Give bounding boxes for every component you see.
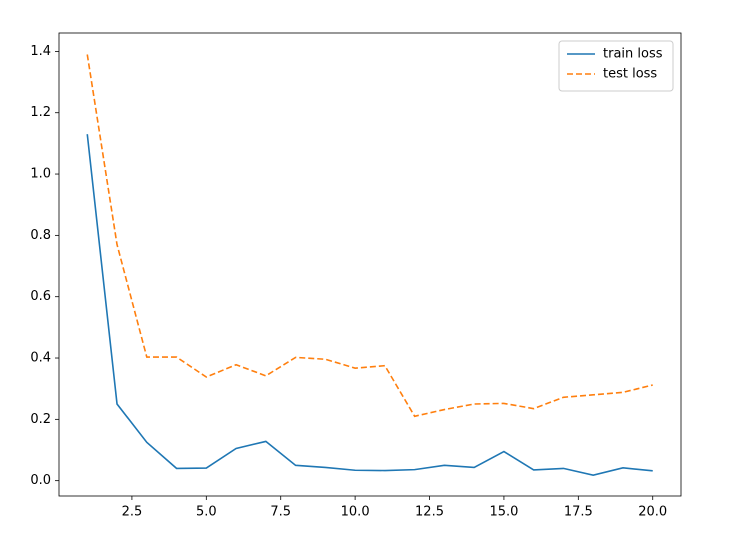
y-tick-label: 1.0 — [30, 167, 51, 182]
y-tick-label: 1.2 — [30, 105, 51, 120]
y-tick-label: 0.6 — [30, 289, 51, 304]
y-tick-label: 0.8 — [30, 228, 51, 243]
series-line — [86, 134, 653, 476]
y-tick-label: 0.4 — [30, 351, 51, 366]
x-tick-label: 10.0 — [341, 505, 370, 520]
y-tick-label: 1.4 — [30, 44, 51, 59]
plot-frame — [58, 32, 682, 497]
y-tick-label: 0.2 — [30, 412, 51, 427]
x-tick-label: 12.5 — [415, 505, 444, 520]
x-tick-label: 17.5 — [564, 505, 593, 520]
series-line — [86, 54, 653, 418]
x-tick-label: 15.0 — [489, 505, 518, 520]
legend-label: test loss — [603, 67, 657, 82]
x-tick-label: 5.0 — [196, 505, 217, 520]
x-tick-label: 20.0 — [638, 505, 667, 520]
y-tick-label: 0.0 — [30, 473, 51, 488]
legend-label: train loss — [603, 47, 663, 62]
x-tick-label: 7.5 — [270, 505, 291, 520]
x-tick-label: 2.5 — [122, 505, 143, 520]
